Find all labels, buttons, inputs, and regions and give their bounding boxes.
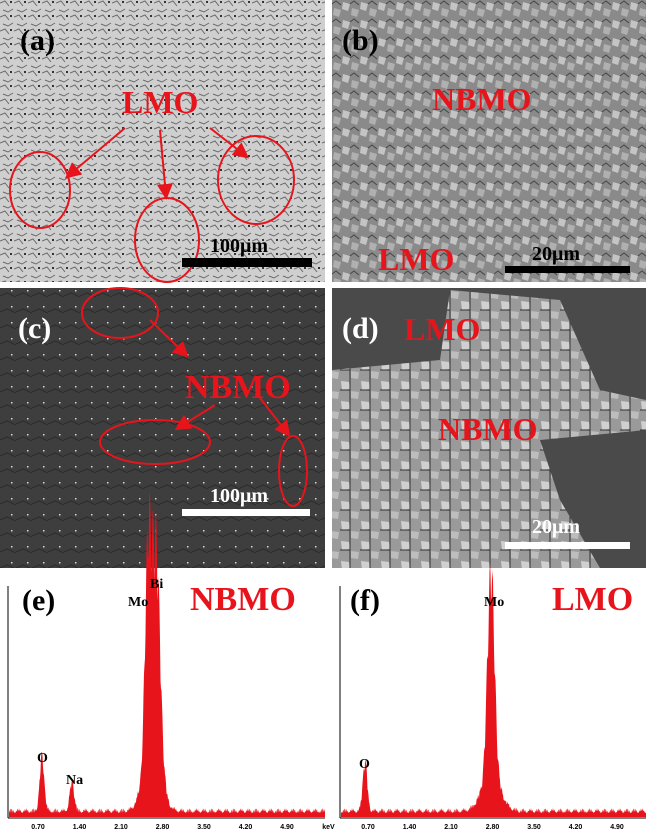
- spectrum-title: NBMO: [190, 581, 296, 618]
- spectrum-panel: (e) NBMO Bi Mo O Na 0.70 1.40 2.10 2.80 3.50…: [7, 493, 335, 831]
- peak-label: Na: [66, 773, 83, 788]
- annotation: LMO: [122, 84, 198, 120]
- x-tick-label: 2.10: [114, 824, 128, 831]
- sem-image: [0, 288, 325, 568]
- x-tick-label: 2.10: [444, 824, 458, 831]
- x-tick-label: 2.80: [156, 824, 170, 831]
- spectrum-panel: (f) LMO Mo O 0.70 1.40 2.10 2.80 3.50 4.20 4.9…: [339, 562, 646, 831]
- scale-label: 100μm: [210, 485, 268, 507]
- spectrum: [341, 562, 646, 817]
- scale-bar: [182, 258, 312, 267]
- annotation: NBMO: [185, 369, 291, 406]
- x-tick-label: 0.70: [361, 824, 375, 831]
- peak-label: Bi: [150, 577, 163, 592]
- x-tick-label: keV: [322, 824, 335, 831]
- scale-bar: [182, 509, 310, 516]
- spectrum: [9, 493, 325, 817]
- peak-label: Mo: [484, 595, 504, 610]
- panel-label: (e): [22, 584, 55, 617]
- annotation: NBMO: [438, 411, 538, 447]
- highlights: [9, 127, 295, 283]
- x-tick-label: 1.40: [73, 824, 87, 831]
- x-tick-label: 0.70: [31, 824, 45, 831]
- annotation: NBMO: [432, 81, 532, 117]
- scale-label: 100μm: [210, 235, 268, 257]
- smooth-region: [332, 288, 646, 568]
- annotation: LMO: [404, 311, 480, 347]
- scale-bar: [505, 542, 630, 549]
- peak-label: Mo: [128, 595, 148, 610]
- panel-label: (c): [18, 312, 51, 345]
- sem-image: [0, 0, 325, 282]
- spectrum-title: LMO: [552, 581, 633, 618]
- peak-label: O: [37, 751, 48, 766]
- panel-label: (a): [20, 24, 55, 57]
- scale-label: 20μm: [532, 243, 580, 265]
- panel-label: (b): [342, 24, 379, 57]
- x-tick-label: 3.50: [527, 824, 541, 831]
- panel-label: (d): [342, 312, 379, 345]
- highlights: [81, 287, 308, 507]
- x-tick-label: 4.90: [610, 824, 624, 831]
- x-tick-label: 2.80: [486, 824, 500, 831]
- x-tick-label: 1.40: [403, 824, 417, 831]
- x-tick-label: 3.50: [197, 824, 211, 831]
- x-tick-label: 4.90: [280, 824, 294, 831]
- x-tick-label: 4.20: [239, 824, 253, 831]
- peak-label: O: [359, 757, 370, 772]
- sem-image: [332, 0, 646, 282]
- panel-label: (f): [350, 584, 380, 617]
- annotation: LMO: [378, 241, 454, 277]
- x-tick-label: 4.20: [569, 824, 583, 831]
- scale-label: 20μm: [532, 516, 580, 538]
- scale-bar: [505, 266, 630, 273]
